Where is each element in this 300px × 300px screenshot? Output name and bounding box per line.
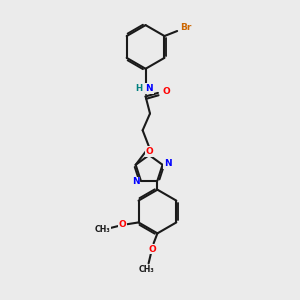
Text: N: N — [132, 177, 140, 186]
Text: CH₃: CH₃ — [139, 265, 155, 274]
Text: O: O — [148, 245, 156, 254]
Text: H: H — [136, 84, 143, 93]
Text: O: O — [145, 147, 153, 156]
Text: O: O — [162, 87, 170, 96]
Text: O: O — [119, 220, 127, 229]
Text: Br: Br — [180, 23, 191, 32]
Text: CH₃: CH₃ — [95, 225, 110, 234]
Text: N: N — [164, 159, 171, 168]
Text: N: N — [145, 84, 153, 93]
